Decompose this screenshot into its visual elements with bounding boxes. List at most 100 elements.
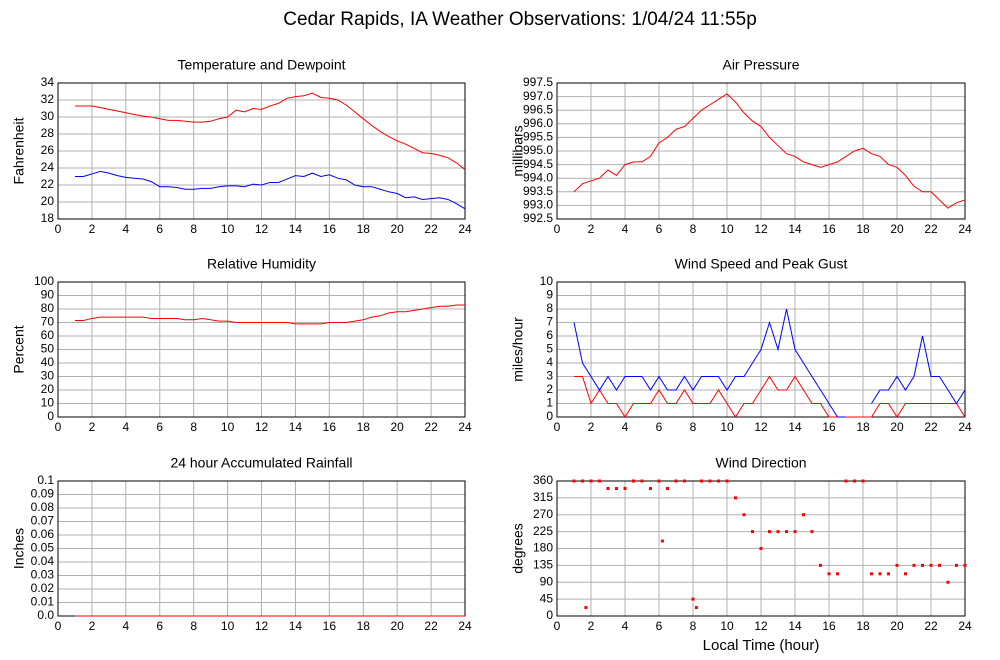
y-tick-label: 1	[546, 396, 553, 410]
y-tick-label: 997.5	[523, 75, 553, 89]
x-tick-label: 2	[588, 420, 595, 434]
x-tick-label: 16	[822, 420, 836, 434]
data-point	[946, 580, 950, 584]
x-tick-label: 6	[656, 222, 663, 236]
x-tick-label: 8	[690, 420, 697, 434]
data-point	[581, 479, 584, 483]
data-point	[632, 479, 635, 483]
x-tick-label: 2	[89, 619, 96, 633]
x-tick-label: 16	[822, 222, 836, 236]
x-tick-label: 20	[390, 420, 404, 434]
x-tick-label: 0	[55, 222, 62, 236]
x-tick-label: 12	[255, 420, 269, 434]
data-point	[904, 572, 907, 576]
x-tick-label: 22	[924, 420, 938, 434]
data-point	[572, 479, 576, 483]
data-line	[574, 375, 966, 418]
x-tick-label: 22	[924, 619, 938, 633]
plot-frame	[556, 82, 966, 220]
y-axis-label: Fahrenheit	[11, 117, 27, 184]
data-point	[810, 530, 814, 534]
x-tick-label: 4	[122, 222, 129, 236]
x-tick-label: 16	[323, 420, 337, 434]
y-tick-label: 996.0	[523, 116, 553, 130]
x-tick-label: 18	[856, 619, 870, 633]
panel-title: Relative Humidity	[207, 256, 316, 272]
x-tick-label: 0	[554, 222, 561, 236]
x-tick-label: 6	[656, 619, 663, 633]
y-tick-label: 50	[41, 342, 55, 356]
x-tick-label: 0	[554, 420, 561, 434]
data-point	[683, 479, 686, 483]
x-tick-label: 14	[289, 619, 303, 633]
data-line	[573, 93, 966, 209]
y-tick-label: 993.0	[523, 198, 553, 212]
data-point	[691, 597, 695, 601]
x-tick-label: 10	[221, 222, 235, 236]
y-tick-label: 270	[533, 507, 553, 521]
y-tick-label: 0.09	[31, 487, 55, 501]
x-tick-label: 18	[357, 222, 371, 236]
y-tick-label: 3	[546, 369, 553, 383]
data-point	[853, 479, 856, 483]
x-tick-label: 22	[424, 619, 438, 633]
x-tick-label: 24	[458, 222, 472, 236]
data-point	[768, 530, 771, 534]
x-tick-label: 24	[458, 619, 472, 633]
data-point	[827, 572, 831, 576]
y-tick-label: 10	[41, 396, 55, 410]
data-point	[734, 496, 737, 500]
y-tick-label: 5	[546, 342, 553, 356]
data-point	[785, 530, 788, 534]
panel-title: Wind Direction	[715, 455, 806, 471]
x-tick-label: 4	[122, 619, 129, 633]
x-tick-label: 12	[255, 222, 269, 236]
x-tick-label: 0	[55, 420, 62, 434]
data-point	[887, 572, 890, 576]
x-tick-label: 22	[924, 222, 938, 236]
x-tick-label: 10	[221, 420, 235, 434]
x-tick-label: 2	[588, 222, 595, 236]
y-tick-label: 135	[533, 558, 553, 572]
data-point	[870, 572, 873, 576]
x-tick-label: 8	[690, 222, 697, 236]
y-tick-label: 32	[41, 92, 55, 106]
x-tick-label: 16	[323, 222, 337, 236]
x-tick-label: 18	[856, 222, 870, 236]
data-point	[751, 530, 754, 534]
y-tick-label: 7	[546, 315, 553, 329]
y-tick-label: 0.01	[31, 595, 55, 609]
data-point	[589, 479, 593, 483]
y-tick-label: 0.08	[31, 500, 55, 514]
x-tick-label: 12	[754, 420, 768, 434]
x-tick-label: 18	[357, 420, 371, 434]
y-tick-label: 45	[540, 591, 554, 605]
data-point	[742, 513, 746, 517]
x-tick-label: 4	[122, 420, 129, 434]
x-tick-label: 14	[788, 420, 802, 434]
panel-title: Temperature and Dewpoint	[177, 57, 345, 73]
x-tick-label: 6	[156, 619, 163, 633]
y-axis-label: millibars	[510, 125, 526, 176]
y-tick-label: 315	[533, 490, 553, 504]
x-tick-label: 20	[890, 420, 904, 434]
x-tick-label: 18	[357, 619, 371, 633]
x-tick-label: 8	[190, 222, 197, 236]
plot-frame	[57, 281, 466, 418]
x-tick-label: 8	[190, 420, 197, 434]
x-tick-label: 22	[424, 222, 438, 236]
x-tick-label: 24	[958, 420, 972, 434]
y-tick-label: 997.0	[523, 89, 553, 103]
y-tick-label: 994.5	[523, 157, 553, 171]
y-tick-label: 0.05	[31, 541, 55, 555]
x-tick-label: 10	[720, 222, 734, 236]
y-tick-label: 995.0	[523, 143, 553, 157]
y-tick-label: 0.03	[31, 568, 55, 582]
x-tick-label: 18	[856, 420, 870, 434]
x-tick-label: 14	[289, 222, 303, 236]
y-tick-label: 10	[540, 274, 554, 288]
y-tick-label: 994.0	[523, 170, 553, 184]
x-tick-label: 4	[622, 222, 629, 236]
data-point	[640, 479, 644, 483]
